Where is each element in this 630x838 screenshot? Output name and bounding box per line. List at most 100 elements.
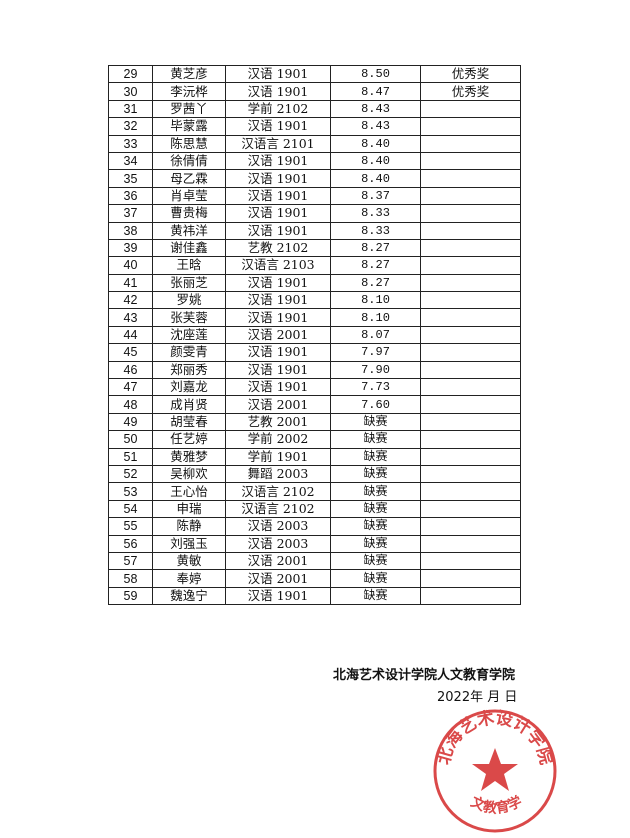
table-row: 29 黄芝彦 汉语 1901 8.50 优秀奖 bbox=[108, 64, 521, 84]
name-cell: 张丽芝 bbox=[152, 273, 226, 293]
score-cell: 8.40 bbox=[330, 134, 421, 153]
name-cell: 任艺婷 bbox=[152, 430, 226, 449]
score-cell: 8.10 bbox=[330, 308, 421, 327]
award-cell bbox=[420, 151, 521, 171]
score-cell: 8.10 bbox=[330, 291, 421, 310]
award-cell bbox=[420, 169, 521, 188]
award-cell bbox=[420, 430, 521, 449]
rank-cell: 29 bbox=[108, 64, 153, 84]
class-cell: 汉语 1901 bbox=[225, 343, 331, 362]
table-row: 36 肖卓莹 汉语 1901 8.37 bbox=[108, 186, 521, 206]
table-row: 54 申瑞 汉语言 2102 缺赛 bbox=[108, 499, 521, 519]
name-cell: 肖卓莹 bbox=[152, 186, 226, 206]
class-cell: 汉语 2001 bbox=[225, 569, 331, 588]
award-cell bbox=[420, 378, 521, 397]
class-cell: 汉语 1901 bbox=[225, 82, 331, 101]
award-cell bbox=[420, 534, 521, 553]
name-cell: 王晗 bbox=[152, 256, 226, 275]
class-cell: 汉语言 2102 bbox=[225, 482, 331, 501]
score-cell: 8.43 bbox=[330, 117, 421, 136]
name-cell: 李沅桦 bbox=[152, 82, 226, 101]
rank-cell: 32 bbox=[108, 117, 153, 136]
rank-cell: 46 bbox=[108, 360, 153, 380]
score-cell: 8.50 bbox=[330, 64, 421, 84]
score-cell: 缺赛 bbox=[330, 586, 421, 606]
name-cell: 刘嘉龙 bbox=[152, 378, 226, 397]
table-row: 55 陈静 汉语 2003 缺赛 bbox=[108, 517, 521, 536]
class-cell: 汉语 2001 bbox=[225, 395, 331, 414]
rank-cell: 41 bbox=[108, 273, 153, 293]
table-row: 50 任艺婷 学前 2002 缺赛 bbox=[108, 430, 521, 449]
rank-cell: 51 bbox=[108, 447, 153, 466]
rank-cell: 30 bbox=[108, 82, 153, 101]
table-row: 39 谢佳鑫 艺教 2102 8.27 bbox=[108, 238, 521, 258]
score-cell: 7.73 bbox=[330, 378, 421, 397]
award-cell bbox=[420, 464, 521, 484]
table-row: 45 颜雯青 汉语 1901 7.97 bbox=[108, 343, 521, 362]
table-row: 40 王晗 汉语言 2103 8.27 bbox=[108, 256, 521, 275]
score-cell: 缺赛 bbox=[330, 534, 421, 553]
award-cell bbox=[420, 447, 521, 466]
table-row: 31 罗茜丫 学前 2102 8.43 bbox=[108, 99, 521, 119]
name-cell: 张芙蓉 bbox=[152, 308, 226, 327]
table-row: 52 吴柳欢 舞蹈 2003 缺赛 bbox=[108, 464, 521, 484]
award-cell bbox=[420, 412, 521, 432]
rank-cell: 50 bbox=[108, 430, 153, 449]
class-cell: 舞蹈 2003 bbox=[225, 464, 331, 484]
name-cell: 徐倩倩 bbox=[152, 151, 226, 171]
score-cell: 7.90 bbox=[330, 360, 421, 380]
rank-cell: 40 bbox=[108, 256, 153, 275]
table-row: 42 罗姚 汉语 1901 8.10 bbox=[108, 291, 521, 310]
star-icon bbox=[472, 748, 518, 791]
table-row: 34 徐倩倩 汉语 1901 8.40 bbox=[108, 151, 521, 171]
award-cell bbox=[420, 395, 521, 414]
award-cell bbox=[420, 360, 521, 380]
rank-cell: 35 bbox=[108, 169, 153, 188]
table-row: 38 黄祎洋 汉语 1901 8.33 bbox=[108, 221, 521, 240]
award-cell bbox=[420, 99, 521, 119]
class-cell: 汉语 2003 bbox=[225, 534, 331, 553]
table-row: 51 黄雅梦 学前 1901 缺赛 bbox=[108, 447, 521, 466]
table-row: 30 李沅桦 汉语 1901 8.47 优秀奖 bbox=[108, 82, 521, 101]
name-cell: 黄祎洋 bbox=[152, 221, 226, 240]
name-cell: 申瑞 bbox=[152, 499, 226, 519]
score-cell: 缺赛 bbox=[330, 412, 421, 432]
class-cell: 学前 2002 bbox=[225, 430, 331, 449]
rank-cell: 54 bbox=[108, 499, 153, 519]
table-row: 47 刘嘉龙 汉语 1901 7.73 bbox=[108, 378, 521, 397]
name-cell: 毕蒙露 bbox=[152, 117, 226, 136]
table-row: 35 母乙霖 汉语 1901 8.40 bbox=[108, 169, 521, 188]
rank-cell: 57 bbox=[108, 551, 153, 571]
class-cell: 学前 1901 bbox=[225, 447, 331, 466]
score-cell: 8.07 bbox=[330, 325, 421, 345]
class-cell: 汉语 1901 bbox=[225, 221, 331, 240]
award-cell bbox=[420, 256, 521, 275]
class-cell: 汉语 1901 bbox=[225, 308, 331, 327]
award-cell: 优秀奖 bbox=[420, 82, 521, 101]
score-cell: 缺赛 bbox=[330, 499, 421, 519]
award-cell bbox=[420, 186, 521, 206]
name-cell: 刘强玉 bbox=[152, 534, 226, 553]
score-cell: 8.40 bbox=[330, 169, 421, 188]
award-cell bbox=[420, 117, 521, 136]
rank-cell: 56 bbox=[108, 534, 153, 553]
seal-ring bbox=[433, 709, 557, 833]
name-cell: 曹贵梅 bbox=[152, 204, 226, 223]
score-cell: 8.27 bbox=[330, 273, 421, 293]
score-cell: 7.60 bbox=[330, 395, 421, 414]
table-row: 57 黄敏 汉语 2001 缺赛 bbox=[108, 551, 521, 571]
name-cell: 胡莹春 bbox=[152, 412, 226, 432]
rank-cell: 49 bbox=[108, 412, 153, 432]
class-cell: 汉语言 2102 bbox=[225, 499, 331, 519]
table-row: 49 胡莹春 艺教 2001 缺赛 bbox=[108, 412, 521, 432]
rank-cell: 31 bbox=[108, 99, 153, 119]
table-row: 33 陈思慧 汉语言 2101 8.40 bbox=[108, 134, 521, 153]
table-row: 53 王心怡 汉语言 2102 缺赛 bbox=[108, 482, 521, 501]
class-cell: 艺教 2102 bbox=[225, 238, 331, 258]
rank-cell: 39 bbox=[108, 238, 153, 258]
award-cell bbox=[420, 134, 521, 153]
rank-cell: 42 bbox=[108, 291, 153, 310]
class-cell: 汉语 1901 bbox=[225, 117, 331, 136]
class-cell: 汉语 1901 bbox=[225, 273, 331, 293]
table-row: 59 魏逸宁 汉语 1901 缺赛 bbox=[108, 586, 521, 606]
